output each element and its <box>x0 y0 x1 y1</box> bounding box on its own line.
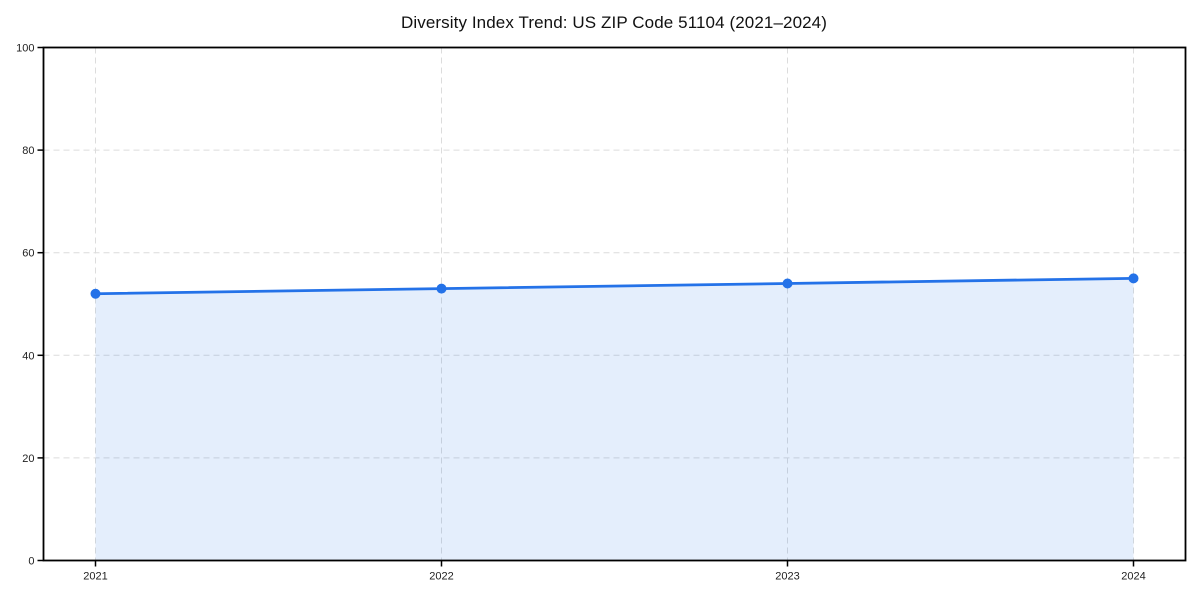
data-point-2022 <box>436 283 447 294</box>
x-tick-label: 2021 <box>83 571 107 583</box>
chart-title: Diversity Index Trend: US ZIP Code 51104… <box>400 13 828 32</box>
area-fill <box>95 278 1134 561</box>
y-tick-label: 100 <box>16 43 34 55</box>
y-tick-label: 20 <box>22 453 34 465</box>
x-tick-label: 2024 <box>1121 571 1145 583</box>
data-point-2024 <box>1128 273 1139 284</box>
y-tick-label: 0 <box>28 556 34 568</box>
y-tick-label: 40 <box>22 350 34 362</box>
trend-line <box>94 276 1135 296</box>
x-tick-label: 2022 <box>429 571 453 583</box>
y-tick-label: 60 <box>22 248 34 260</box>
data-point-2023 <box>782 278 793 289</box>
y-tick-label: 80 <box>22 145 34 157</box>
data-point-2021 <box>90 288 101 299</box>
x-tick-label: 2023 <box>775 571 799 583</box>
plot-border <box>42 46 1187 562</box>
